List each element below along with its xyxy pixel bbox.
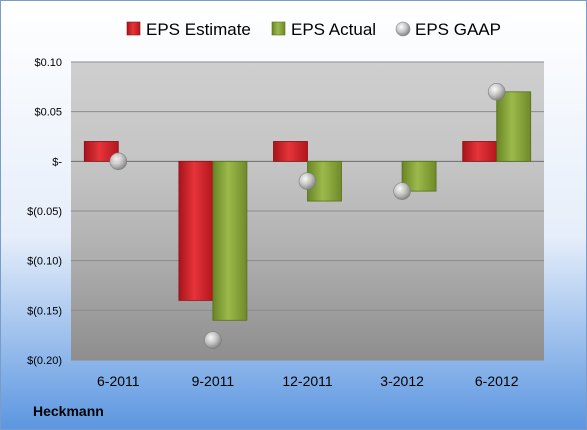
x-tick-label: 12-2011 [282,373,333,389]
eps-gaap-point [393,182,411,200]
y-tick-label: $- [52,156,62,168]
legend-label-actual: EPS Actual [291,20,376,39]
y-tick-label: $0.05 [34,107,62,119]
eps-actual-bar [496,91,532,162]
eps-gaap-point [487,83,506,101]
eps-gaap-point [298,172,317,190]
legend-item-gaap: EPS GAAP [395,20,501,39]
x-tick-label: 3-2012 [380,373,424,389]
x-axis-ticks: 6-2011 9-2011 12-2011 3-2012 6-2012 [97,373,519,389]
legend-swatch-estimate [126,21,141,36]
bars [83,91,532,321]
eps-gaap-point [204,331,222,349]
y-tick-label: $(0.10) [27,256,62,268]
eps-estimate-bar [178,160,214,301]
x-tick-label: 6-2011 [97,373,140,389]
legend-label-gaap: EPS GAAP [415,20,501,39]
eps-estimate-bar [273,141,308,162]
x-tick-label: 9-2011 [192,373,235,389]
eps-estimate-bar [462,141,498,162]
gaap-points [109,83,506,349]
legend: EPS Estimate EPS Actual EPS GAAP [126,20,501,39]
x-tick-label: 6-2012 [475,373,519,389]
eps-estimate-bar [83,141,119,162]
legend-swatch-gaap [395,21,411,37]
y-tick-label: $(0.20) [27,355,62,367]
company-label: Heckmann [33,403,104,419]
legend-item-actual: EPS Actual [271,20,376,39]
y-tick-label: $0.10 [34,57,62,69]
legend-swatch-actual [271,21,286,36]
y-axis-ticks: $0.10 $0.05 $- $(0.05) $(0.10) $(0.15) $(0.20) [27,57,62,367]
eps-actual-bar [212,160,248,321]
y-tick-label: $(0.15) [27,305,62,317]
y-tick-label: $(0.05) [27,206,62,218]
legend-item-estimate: EPS Estimate [126,20,251,39]
legend-label-estimate: EPS Estimate [146,20,251,39]
eps-actual-bar [401,160,437,192]
eps-gaap-point [109,152,128,171]
